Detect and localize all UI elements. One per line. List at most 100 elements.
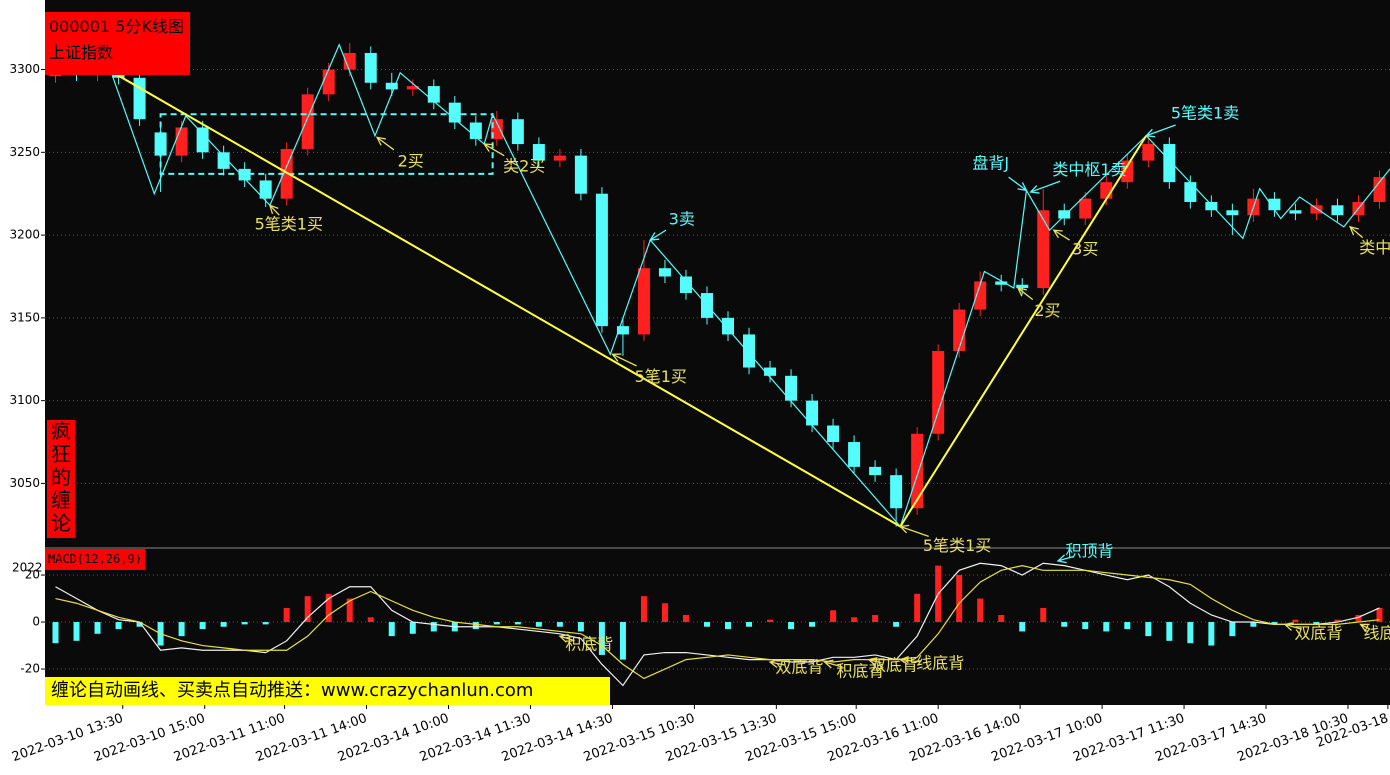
- candle-body: [764, 367, 777, 376]
- price-panel: [45, 0, 1390, 548]
- macd-bar: [1124, 622, 1131, 630]
- macd-bar: [346, 598, 353, 623]
- macd-bar: [514, 622, 521, 625]
- macd-bar: [535, 622, 542, 627]
- candle-body: [1037, 210, 1050, 289]
- candle-body: [848, 442, 861, 467]
- macd-bar: [977, 598, 984, 623]
- annotation: 2买: [398, 152, 424, 171]
- candle-body: [280, 149, 293, 199]
- macd-title: MACD(12,26,9): [45, 549, 145, 570]
- annotation: 类中: [1359, 238, 1390, 257]
- candle-body: [637, 268, 650, 335]
- macd-bar: [746, 622, 753, 627]
- macd-bar: [893, 622, 900, 627]
- y-tick-label: 3300: [9, 62, 40, 76]
- candle-body: [743, 334, 756, 368]
- candle-body: [175, 127, 188, 156]
- annotation-arrow: [375, 136, 395, 151]
- macd-bar: [577, 622, 584, 632]
- macd-bar: [598, 622, 605, 655]
- macd-plot: [45, 562, 1390, 687]
- macd-bar: [556, 622, 563, 627]
- macd-bar: [220, 622, 227, 627]
- annotation: 5笔类1买: [255, 215, 323, 234]
- candle-body: [1226, 210, 1239, 216]
- annotation-arrow: [867, 657, 882, 666]
- annotation: 积底背: [836, 662, 884, 681]
- annotation-arrow: [1008, 176, 1028, 192]
- annotation-arrow: [898, 524, 929, 538]
- macd-bar: [1313, 622, 1320, 625]
- annotation-arrow: [1348, 225, 1364, 239]
- candle-body: [1289, 210, 1302, 214]
- macd-bar: [1019, 622, 1026, 632]
- candle-body: [1121, 160, 1134, 183]
- candle-body: [932, 350, 945, 434]
- macd-bar: [472, 622, 479, 630]
- candle-body: [1205, 201, 1218, 211]
- annotation: 双底背: [1295, 624, 1343, 643]
- candle-body: [301, 94, 314, 150]
- macd-bar: [73, 622, 80, 641]
- macd-bar: [199, 622, 206, 630]
- candle-body: [532, 144, 545, 161]
- annotation: 3卖: [669, 210, 695, 229]
- annotation: 积顶背: [1065, 541, 1113, 560]
- candle-body: [869, 466, 882, 476]
- annotation: 类中枢1卖: [1052, 160, 1126, 179]
- macd-bar: [830, 610, 837, 623]
- candle-body: [785, 375, 798, 401]
- candle-body: [1373, 177, 1386, 202]
- chart-subtitle: 上证指数: [49, 43, 114, 62]
- candle-body: [679, 276, 692, 294]
- annotation: 5笔类1卖: [1171, 104, 1239, 123]
- macd-bar: [851, 617, 858, 623]
- annotation: 5笔1买: [635, 367, 687, 386]
- annotation-arrow: [768, 659, 785, 669]
- candle-body: [259, 180, 272, 199]
- candle-body: [974, 281, 987, 310]
- candle-body: [1184, 182, 1197, 202]
- candle-body: [658, 268, 671, 277]
- candle-body: [890, 475, 903, 509]
- macd-bar: [619, 622, 626, 660]
- macd-bar: [998, 614, 1005, 623]
- macd-bar: [1145, 622, 1152, 637]
- macd-line: [55, 565, 1380, 680]
- macd-bar: [1250, 622, 1257, 627]
- macd-bar: [94, 622, 101, 634]
- candle-body: [995, 281, 1008, 285]
- macd-bar: [388, 622, 395, 637]
- macd-bar: [1166, 622, 1173, 641]
- candle-body: [1163, 144, 1176, 183]
- annotation-arrow: [482, 143, 505, 157]
- y-tick-label: 3200: [9, 228, 40, 242]
- macd-bar: [914, 593, 921, 623]
- macd-bar: [136, 622, 143, 627]
- candle-body: [1331, 205, 1344, 216]
- macd-bar: [1229, 622, 1236, 637]
- y-tick-label: 20: [25, 568, 40, 582]
- macd-bar: [1355, 614, 1362, 623]
- title-box: 000001 5分K线图 上证指数: [45, 12, 190, 75]
- candle-body: [196, 127, 209, 153]
- macd-bar: [430, 622, 437, 632]
- side-label: 疯狂的缠论: [47, 420, 75, 538]
- candle-body: [953, 309, 966, 351]
- macd-bar: [1271, 622, 1278, 625]
- macd-bar: [283, 607, 290, 623]
- annotation-arrow: [1359, 623, 1371, 632]
- macd-bar: [409, 622, 416, 634]
- macd-bar: [1292, 619, 1299, 623]
- y-tick-label: -20: [20, 662, 40, 676]
- candle-body: [827, 425, 840, 443]
- macd-bar: [241, 622, 248, 625]
- annotation-arrow: [611, 353, 637, 367]
- macd-bar: [1040, 607, 1047, 623]
- macd-bar: [788, 622, 795, 630]
- macd-bar: [1187, 622, 1194, 644]
- corner-label: 2022: [12, 561, 43, 575]
- annotation-arrow: [1029, 180, 1061, 194]
